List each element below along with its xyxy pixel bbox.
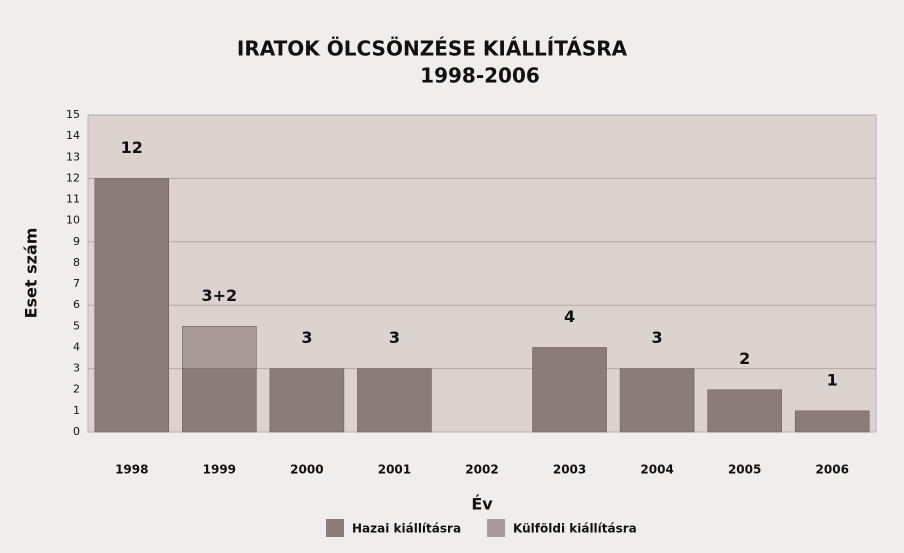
value-label: 3	[389, 328, 400, 347]
y-tick-label: 3	[73, 362, 80, 375]
value-label: 3+2	[201, 286, 237, 305]
bar	[794, 410, 870, 433]
y-tick-label: 5	[73, 319, 80, 332]
y-tick-label: 1	[73, 404, 80, 417]
x-tick-label: 2003	[553, 463, 586, 477]
y-tick-label: 4	[73, 340, 80, 353]
y-tick-label: 12	[66, 171, 80, 184]
bar	[357, 368, 432, 433]
chart-title: IRATOK ÖLCSÖNZÉSE KIÁLLÍTÁSRA	[237, 37, 628, 61]
x-tick-label: 2004	[640, 463, 673, 477]
y-tick-label: 13	[66, 150, 80, 163]
value-label: 12	[121, 138, 143, 157]
value-label: 3	[652, 328, 663, 347]
y-tick-label: 8	[73, 256, 80, 269]
x-tick-label: 2000	[290, 463, 323, 477]
legend-label: Hazai kiállításra	[352, 522, 461, 536]
y-tick-label: 10	[66, 214, 80, 227]
bar	[94, 178, 170, 433]
y-tick-label: 14	[66, 129, 80, 142]
bar	[619, 368, 695, 433]
chart-subtitle: 1998-2006	[420, 64, 540, 88]
x-tick-label: 1998	[115, 463, 148, 477]
y-tick-label: 2	[73, 383, 80, 396]
bar	[182, 326, 257, 369]
bar	[532, 347, 607, 433]
x-tick-label: 2001	[378, 463, 411, 477]
y-tick-label: 15	[66, 108, 80, 121]
legend-swatch	[326, 519, 344, 537]
y-tick-label: 7	[73, 277, 80, 290]
x-tick-label: 2005	[728, 463, 761, 477]
value-label: 4	[564, 307, 575, 326]
bar	[269, 368, 345, 433]
value-label: 3	[301, 328, 312, 347]
y-axis-label: Eset szám	[22, 228, 41, 319]
legend-label: Külföldi kiállításra	[513, 522, 637, 536]
y-tick-label: 9	[73, 235, 80, 248]
value-label: 2	[739, 349, 750, 368]
x-tick-label: 2006	[816, 463, 849, 477]
y-tick-label: 11	[66, 193, 80, 206]
y-tick-label: 0	[73, 425, 80, 438]
x-axis-label: Év	[471, 495, 493, 514]
x-tick-label: 2002	[465, 463, 498, 477]
value-label: 1	[827, 370, 838, 389]
legend-swatch	[487, 519, 506, 537]
y-tick-label: 6	[73, 298, 80, 311]
x-tick-label: 1999	[203, 463, 236, 477]
bar	[707, 389, 782, 433]
bar	[182, 368, 257, 433]
